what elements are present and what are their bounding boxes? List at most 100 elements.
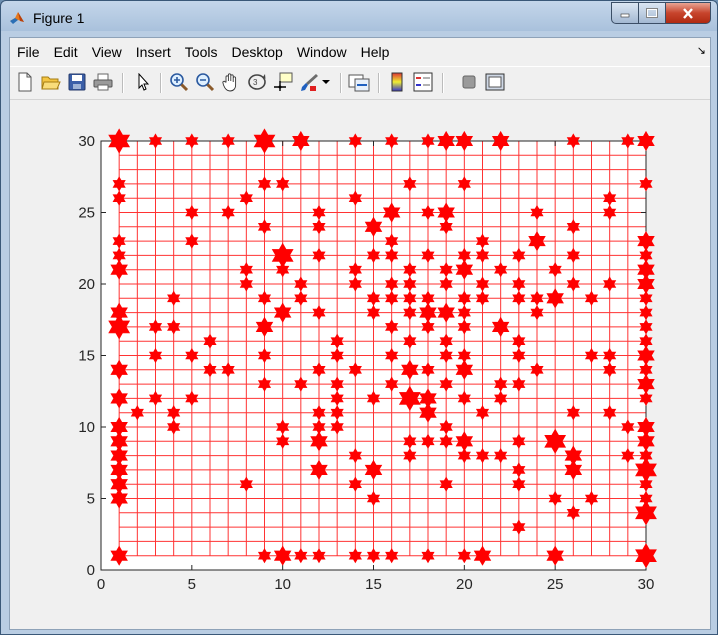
- data-point-marker: [276, 176, 290, 192]
- data-point-marker: [110, 388, 128, 409]
- data-point-marker: [546, 545, 564, 566]
- toolbar-separator: [160, 73, 162, 93]
- data-point-marker: [584, 347, 599, 364]
- matlab-logo-icon: [10, 12, 24, 24]
- data-point-marker: [239, 190, 253, 206]
- data-point-marker: [512, 290, 526, 306]
- data-point-marker: [185, 133, 199, 149]
- menu-help[interactable]: Help: [360, 44, 390, 60]
- data-point-marker: [110, 545, 128, 566]
- insert-colorbar-icon: [391, 72, 403, 92]
- data-point-marker: [221, 204, 235, 221]
- data-point-marker: [439, 219, 453, 235]
- data-point-marker: [437, 302, 455, 323]
- data-point-marker: [584, 290, 599, 306]
- close-button[interactable]: [666, 2, 711, 24]
- data-point-marker: [292, 130, 310, 152]
- edit-plot-arrow-icon: [138, 73, 150, 91]
- close-icon: [683, 7, 693, 19]
- data-point-marker: [512, 347, 526, 364]
- data-point-marker: [312, 247, 326, 264]
- save-button[interactable]: [66, 71, 88, 93]
- data-point-marker: [491, 316, 510, 338]
- toolbar-separator: [378, 73, 380, 93]
- data-point-marker: [421, 433, 435, 449]
- data-point-marker: [203, 333, 217, 349]
- zoom-in-button[interactable]: [168, 71, 190, 93]
- pan-button[interactable]: [220, 71, 242, 93]
- brush-button[interactable]: [298, 71, 320, 93]
- open-file-button[interactable]: [40, 71, 62, 93]
- data-point-marker: [421, 319, 435, 335]
- zoom-out-button[interactable]: [194, 71, 216, 93]
- minimize-button[interactable]: [611, 2, 639, 24]
- data-point-marker: [457, 176, 471, 192]
- zoom-in-icon: [170, 73, 189, 92]
- data-point-marker: [239, 476, 253, 492]
- data-point-marker: [276, 433, 290, 449]
- data-point-marker: [419, 402, 437, 423]
- menu-insert[interactable]: Insert: [135, 44, 171, 60]
- brush-dropdown-button[interactable]: [320, 71, 332, 93]
- data-point-marker: [564, 459, 583, 481]
- data-point-marker: [364, 459, 383, 481]
- window-controls: [611, 2, 711, 24]
- data-point-marker: [457, 548, 471, 564]
- svg-text:3: 3: [253, 78, 258, 87]
- data-point-marker: [530, 204, 544, 221]
- title-bar[interactable]: Figure 1: [1, 1, 717, 37]
- insert-legend-button[interactable]: [412, 71, 434, 93]
- data-point-marker: [257, 290, 272, 306]
- dock-arrow-icon[interactable]: ↘: [696, 45, 706, 57]
- rotate-3d-button[interactable]: 3: [246, 71, 268, 93]
- data-point-marker: [455, 130, 474, 152]
- insert-colorbar-button[interactable]: [386, 71, 408, 93]
- data-point-marker: [294, 290, 308, 306]
- data-point-marker: [148, 390, 163, 407]
- scatter-plot[interactable]: 0 5 10 15 20 25 30 0 5 10 15 20 25 30: [10, 100, 710, 629]
- data-point-marker: [457, 319, 471, 335]
- data-point-marker: [621, 419, 635, 435]
- show-plot-tools-button[interactable]: [484, 71, 506, 93]
- data-point-marker: [385, 319, 399, 335]
- link-plot-button[interactable]: [348, 71, 370, 93]
- new-figure-button[interactable]: [14, 71, 36, 93]
- data-point-marker: [273, 545, 292, 566]
- data-point-marker: [457, 447, 471, 464]
- data-point-marker: [167, 419, 181, 435]
- hide-plot-tools-button[interactable]: [458, 71, 480, 93]
- data-point-marker: [639, 176, 653, 192]
- menu-window[interactable]: Window: [296, 44, 347, 60]
- data-point-marker: [439, 476, 453, 492]
- data-point-marker: [635, 500, 657, 526]
- data-point-marker: [348, 548, 362, 564]
- data-point-marker: [185, 204, 199, 221]
- data-cursor-button[interactable]: [272, 71, 294, 93]
- maximize-button[interactable]: [639, 2, 666, 24]
- data-point-marker: [439, 376, 453, 392]
- pan-hand-icon: [222, 73, 237, 92]
- y-tick-label: 25: [78, 205, 95, 222]
- data-point-marker: [639, 390, 653, 407]
- data-point-marker: [312, 219, 326, 235]
- menu-edit[interactable]: Edit: [53, 44, 78, 60]
- data-point-marker: [366, 304, 381, 321]
- data-point-marker: [366, 490, 381, 507]
- menu-desktop[interactable]: Desktop: [231, 44, 283, 60]
- edit-plot-button[interactable]: [132, 71, 154, 93]
- data-point-marker: [475, 247, 490, 264]
- data-cursor-icon: [274, 72, 293, 91]
- data-point-marker: [475, 290, 490, 306]
- data-point-marker: [382, 202, 401, 223]
- data-point-marker: [348, 276, 362, 292]
- print-button[interactable]: [92, 71, 114, 93]
- menu-file[interactable]: File: [17, 44, 40, 60]
- menu-view[interactable]: View: [91, 44, 122, 60]
- x-tick-label: 25: [547, 576, 564, 593]
- data-point-marker: [512, 433, 526, 449]
- data-point-marker: [110, 488, 128, 509]
- data-point-marker: [221, 362, 235, 378]
- menu-tools[interactable]: Tools: [184, 44, 218, 60]
- data-point-marker: [167, 319, 181, 335]
